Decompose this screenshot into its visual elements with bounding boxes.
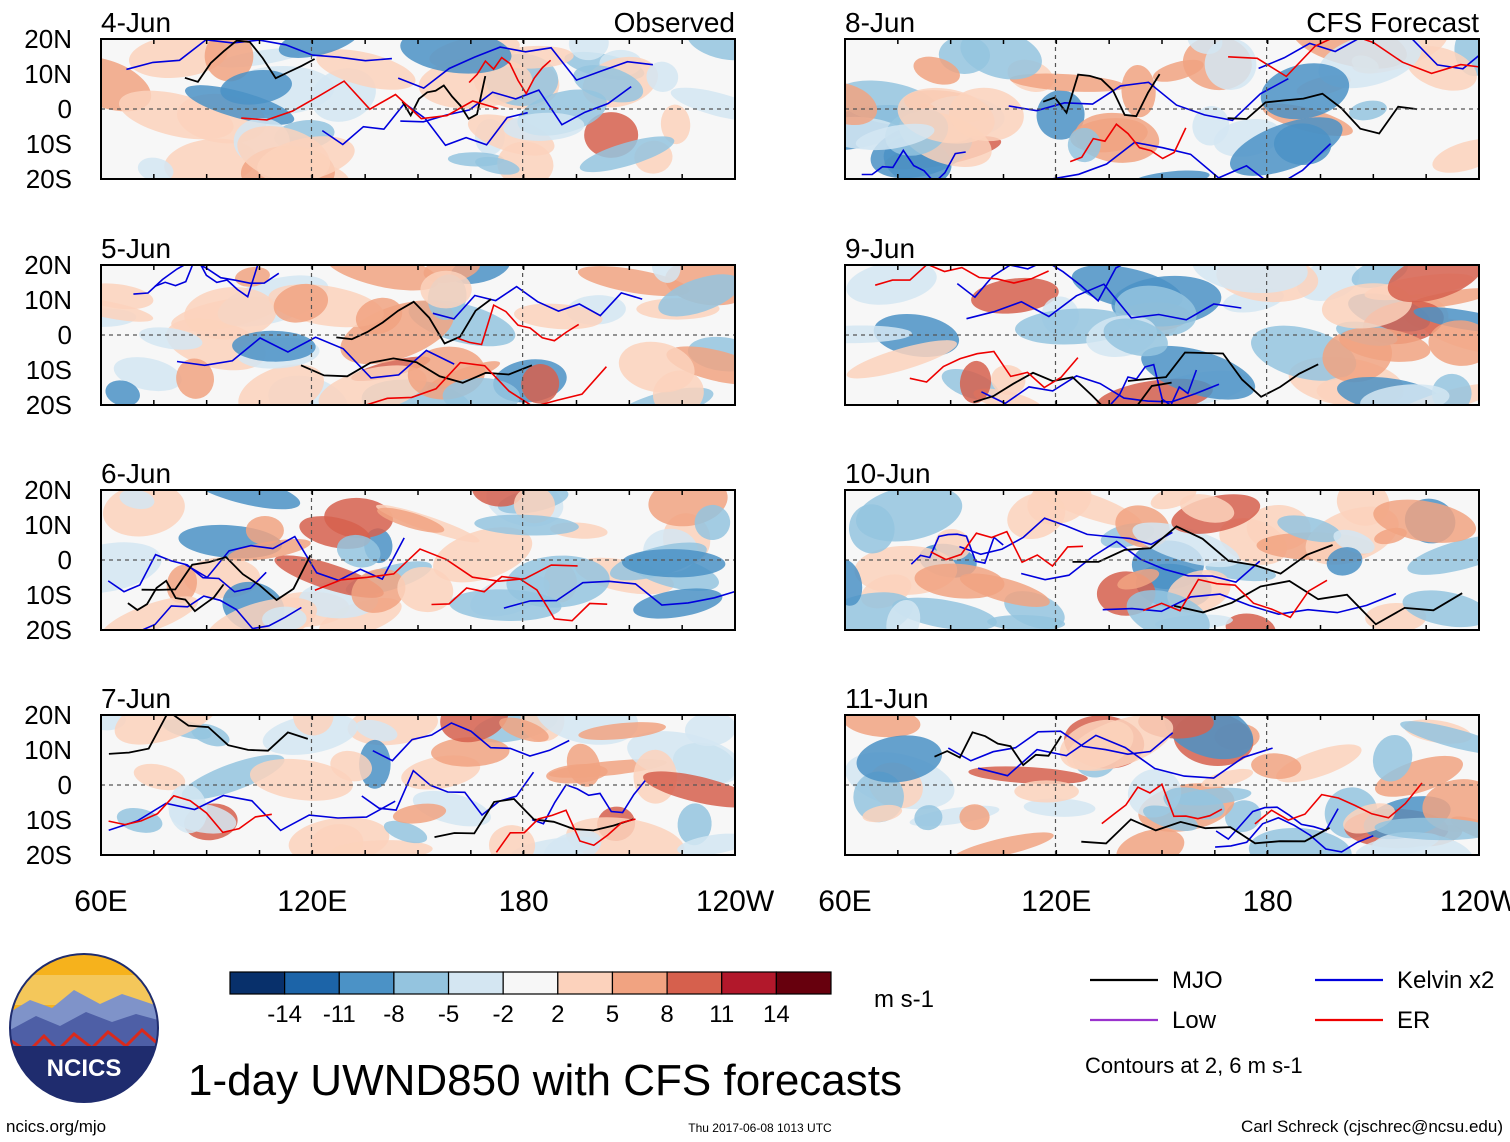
footer-url[interactable]: ncics.org/mjo	[6, 1117, 106, 1136]
anomaly-field	[845, 490, 1479, 630]
panel-column-header: CFS Forecast	[1306, 7, 1479, 38]
colorbar-swatch	[393, 971, 450, 995]
anomaly-field	[101, 490, 735, 630]
y-tick-label: 0	[58, 94, 72, 124]
ncics-logo: NCICS	[9, 953, 159, 1103]
contour-note: Contours at 2, 6 m s-1	[1085, 1053, 1303, 1078]
y-tick-label: 20S	[26, 164, 72, 194]
colorbar-level-label: 5	[606, 1001, 619, 1028]
y-tick-label: 10S	[26, 129, 72, 159]
map-panel-11-Jun: 11-Jun	[844, 683, 1480, 856]
colorbar-level-label: -11	[323, 1001, 356, 1028]
colorbar-swatch	[502, 971, 559, 995]
y-tick-label: 0	[58, 770, 72, 800]
y-tick-label: 20N	[24, 475, 72, 505]
colorbar: -14 -11 -8 -5 -2 2 5 8 11 14	[229, 971, 832, 1028]
y-tick-label: 20N	[24, 250, 72, 280]
colorbar-units: m s-1	[874, 986, 934, 1013]
map-panel-5-Jun: 5-Jun 20N 10N 0 10S 20S	[24, 233, 736, 420]
colorbar-level-label: 11	[709, 1001, 734, 1028]
anomaly-field	[101, 39, 735, 179]
y-tick-label: 10S	[26, 580, 72, 610]
x-tick-label: 120W	[1440, 885, 1510, 918]
colorbar-swatch	[721, 971, 777, 995]
y-tick-label: 20S	[26, 390, 72, 420]
panel-date-label: 6-Jun	[101, 458, 171, 489]
map-panel-4-Jun: 4-Jun Observed 20N 10N 0 10S 20S	[24, 7, 736, 194]
x-tick-label: 180	[499, 885, 549, 918]
panel-date-label: 7-Jun	[101, 683, 171, 714]
colorbar-swatch	[775, 971, 832, 995]
footer-credit: Carl Schreck (cjschrec@ncsu.edu)	[1241, 1117, 1503, 1136]
y-tick-label: 20N	[24, 700, 72, 730]
y-tick-label: 10S	[26, 355, 72, 385]
colorbar-level-label: -2	[493, 1001, 514, 1028]
x-tick-label: 120E	[1021, 885, 1091, 918]
colorbar-swatch	[666, 971, 723, 995]
y-tick-label: 10S	[26, 805, 72, 835]
y-tick-label: 0	[58, 545, 72, 575]
colorbar-level-label: -5	[438, 1001, 459, 1028]
figure-title: 1-day UWND850 with CFS forecasts	[188, 1056, 902, 1105]
colorbar-level-label: -8	[383, 1001, 404, 1028]
y-tick-label: 10N	[24, 285, 72, 315]
panel-date-label: 10-Jun	[845, 458, 931, 489]
map-panel-7-Jun: 7-Jun 20N 10N 0 10S 20S	[24, 683, 736, 870]
panel-date-label: 8-Jun	[845, 7, 915, 38]
y-tick-label: 20S	[26, 840, 72, 870]
panel-date-label: 9-Jun	[845, 233, 915, 264]
colorbar-level-label: -14	[267, 1001, 302, 1028]
map-panel-10-Jun: 10-Jun	[844, 458, 1480, 631]
x-tick-label: 120E	[277, 885, 347, 918]
y-tick-label: 20S	[26, 615, 72, 645]
x-tick-label: 180	[1243, 885, 1293, 918]
y-tick-label: 20N	[24, 24, 72, 54]
panel-date-label: 11-Jun	[845, 683, 929, 714]
y-tick-label: 10N	[24, 59, 72, 89]
x-tick-label: 120W	[696, 885, 775, 918]
colorbar-swatch	[611, 971, 668, 995]
colorbar-level-label: 14	[763, 1001, 790, 1028]
x-tick-label: 60E	[74, 885, 127, 918]
anomaly-field	[845, 715, 1479, 855]
y-tick-label: 10N	[24, 510, 72, 540]
colorbar-swatch	[229, 971, 286, 995]
colorbar-swatch	[284, 971, 340, 995]
legend-label: ER	[1397, 1007, 1430, 1034]
colorbar-swatch	[557, 971, 614, 995]
logo-text: NCICS	[47, 1055, 122, 1082]
map-panels: 4-Jun Observed 20N 10N 0 10S 20S 5-Jun 20N 10N 0 10…	[24, 7, 1480, 870]
x-tick-label: 60E	[818, 885, 871, 918]
x-axis-labels: 60E 120E 180 120W 60E 120E 180 120W	[74, 885, 1510, 918]
map-panel-6-Jun: 6-Jun 20N 10N 0 10S 20S	[24, 458, 736, 645]
footer-timestamp: Thu 2017-06-08 1013 UTC	[688, 1121, 832, 1135]
map-panel-8-Jun: 8-Jun CFS Forecast	[844, 7, 1480, 180]
panel-date-label: 5-Jun	[101, 233, 171, 264]
colorbar-swatch	[338, 971, 395, 995]
colorbar-level-label: 2	[551, 1001, 564, 1028]
legend-label: Low	[1172, 1007, 1217, 1034]
map-panel-9-Jun: 9-Jun	[844, 233, 1480, 406]
colorbar-swatch	[447, 971, 504, 995]
panel-date-label: 4-Jun	[101, 7, 171, 38]
colorbar-level-label: 8	[660, 1001, 673, 1028]
anomaly-field	[845, 39, 1479, 179]
anomaly-field	[845, 265, 1479, 405]
legend-label: Kelvin x2	[1397, 967, 1494, 994]
y-tick-label: 10N	[24, 735, 72, 765]
legend-label: MJO	[1172, 967, 1223, 994]
anomaly-field	[101, 715, 735, 855]
y-tick-label: 0	[58, 320, 72, 350]
legend: MJO Kelvin x2 Low ER	[1090, 967, 1494, 1034]
panel-column-header: Observed	[614, 7, 735, 38]
